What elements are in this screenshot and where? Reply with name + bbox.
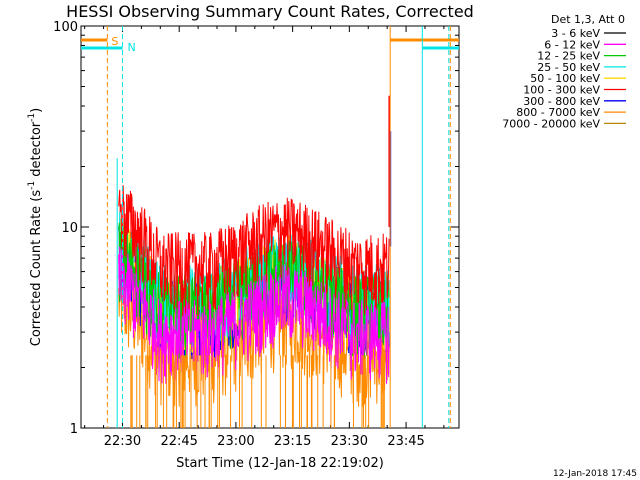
- legend-label: 3 - 6 keV: [551, 27, 600, 40]
- y-tick-label: 1: [70, 422, 78, 437]
- y-tick-label: 100: [53, 20, 78, 35]
- marker-n-label: N: [127, 41, 135, 54]
- legend-label: 6 - 12 keV: [544, 38, 600, 51]
- x-tick-label: 22:45: [160, 434, 197, 449]
- legend-label: 100 - 300 keV: [523, 84, 600, 97]
- series-layer: [116, 95, 392, 428]
- legend-label: 300 - 800 keV: [523, 95, 600, 108]
- x-tick-label: 22:30: [104, 434, 141, 449]
- marker-s-label: S: [111, 35, 118, 48]
- y-axis-label: Corrected Count Rate (s-1 detector-1): [27, 108, 44, 346]
- legend-label: 50 - 100 keV: [530, 72, 600, 85]
- chart-title: HESSI Observing Summary Count Rates, Cor…: [66, 2, 474, 21]
- y-tick-label: 10: [61, 221, 78, 236]
- x-tick-label: 23:45: [387, 434, 424, 449]
- x-tick-label: 23:30: [331, 434, 368, 449]
- legend-label: 25 - 50 keV: [537, 61, 600, 74]
- legend-label: 800 - 7000 keV: [516, 106, 600, 119]
- x-tick-label: 23:00: [217, 434, 254, 449]
- legend-label: 12 - 25 keV: [537, 50, 600, 63]
- series-line-100to300keV: [118, 185, 390, 317]
- x-tick-label: 23:15: [274, 434, 311, 449]
- x-axis-label: Start Time (12-Jan-18 22:19:02): [176, 456, 384, 471]
- timestamp: 12-Jan-2018 17:45: [553, 469, 637, 479]
- legend-header: Det 1,3, Att 0: [551, 13, 625, 26]
- legend-label: 7000 - 20000 keV: [502, 117, 600, 130]
